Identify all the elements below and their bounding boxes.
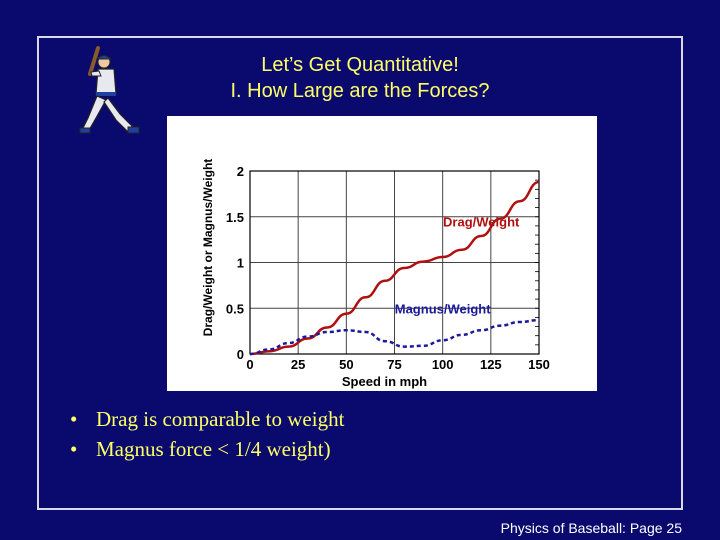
x-tick-label: 0 xyxy=(246,357,253,372)
magnus-series-line xyxy=(249,318,540,356)
x-axis-label: Speed in mph xyxy=(342,374,427,389)
drag-series-label: Drag/Weight xyxy=(443,214,520,229)
x-tick-label: 150 xyxy=(528,357,550,372)
slide-title-line2: I. How Large are the Forces? xyxy=(230,80,490,102)
bullet-item: Drag is comparable to weight xyxy=(70,404,630,434)
x-tick-label: 50 xyxy=(339,357,353,372)
y-axis-label: Drag/Weight or Magnus/Weight xyxy=(201,159,215,337)
drag-series-line xyxy=(249,180,540,356)
slide-footer: Physics of Baseball: Page 25 xyxy=(500,520,682,536)
magnus-series-label: Magnus/Weight xyxy=(395,301,491,316)
baseball-batter-icon xyxy=(79,46,140,134)
force-chart: 0 25 50 75 100 125 150 0 0.5 1 1.5 2 Speed in mph Dra… xyxy=(201,159,550,389)
y-tick-label: 1 xyxy=(237,256,244,271)
y-tick-label: 2 xyxy=(237,164,244,179)
slide-title-line1: Let’s Get Quantitative! xyxy=(261,54,459,76)
bullet-list: Drag is comparable to weight Magnus forc… xyxy=(70,404,630,464)
x-tick-label: 25 xyxy=(291,357,305,372)
x-tick-label: 75 xyxy=(387,357,401,372)
x-tick-label: 100 xyxy=(432,357,454,372)
slide-title: Let’s Get Quantitative! I. How Large are… xyxy=(160,52,560,104)
bullet-item: Magnus force < 1/4 weight) xyxy=(70,434,630,464)
y-tick-label: 1.5 xyxy=(226,210,244,225)
x-tick-label: 125 xyxy=(480,357,502,372)
slide-frame xyxy=(37,36,683,510)
chart-panel: 0 25 50 75 100 125 150 0 0.5 1 1.5 2 Speed in mph Dra… xyxy=(167,116,597,391)
y-tick-label: 0.5 xyxy=(226,301,244,316)
y-tick-label: 0 xyxy=(237,347,244,362)
